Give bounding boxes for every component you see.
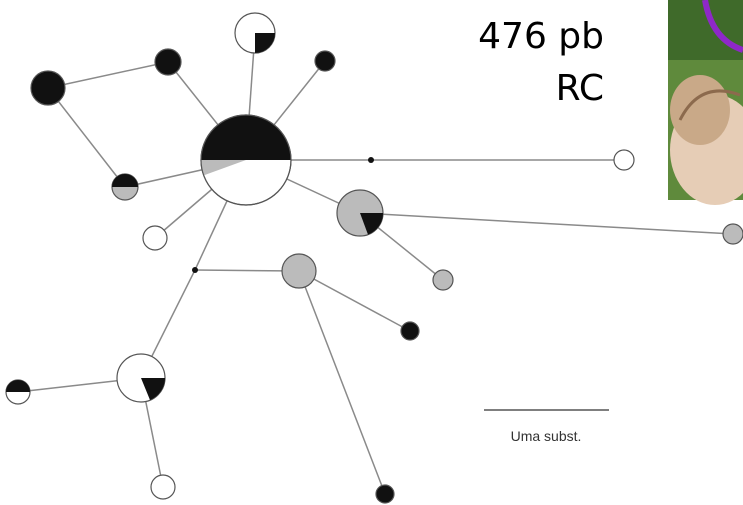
label-line-2: RC — [556, 68, 604, 109]
photo — [668, 0, 743, 205]
edges — [17, 32, 734, 495]
nodes — [5, 12, 743, 504]
scale-label: Uma subst. — [511, 428, 582, 444]
label-line-1: 476 pb — [478, 16, 604, 57]
